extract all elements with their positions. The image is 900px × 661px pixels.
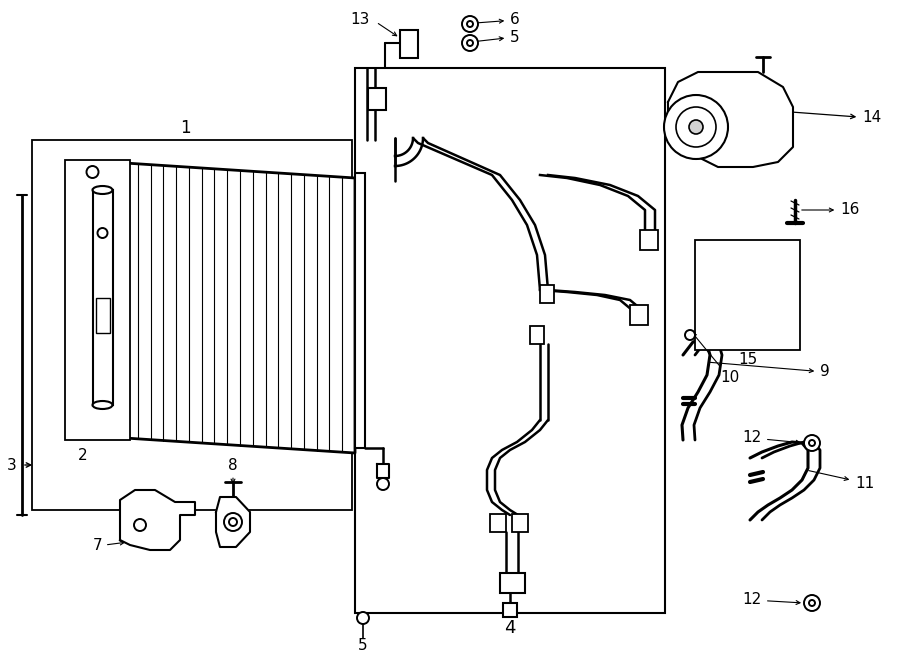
Text: 9: 9 (709, 362, 830, 379)
Ellipse shape (93, 401, 112, 409)
Text: 1: 1 (180, 119, 190, 137)
Text: 7: 7 (93, 539, 124, 553)
Circle shape (664, 95, 728, 159)
Text: 5: 5 (464, 30, 519, 44)
Bar (500, 573, 525, 593)
Text: 3: 3 (7, 457, 17, 473)
Bar (512, 514, 528, 532)
Text: 14: 14 (794, 110, 881, 126)
Circle shape (357, 612, 369, 624)
Bar (640, 230, 658, 250)
Bar (355, 173, 365, 448)
Bar (355, 68, 665, 613)
Bar (368, 88, 386, 110)
Bar (400, 30, 418, 58)
Circle shape (676, 107, 716, 147)
Circle shape (462, 35, 478, 51)
Circle shape (224, 513, 242, 531)
Bar (32, 140, 352, 510)
Circle shape (467, 40, 473, 46)
Circle shape (804, 435, 820, 451)
Bar (540, 285, 554, 303)
Polygon shape (125, 163, 355, 453)
Bar (490, 514, 506, 532)
Text: 15: 15 (738, 352, 758, 368)
Circle shape (685, 330, 695, 340)
Bar (95, 297, 110, 332)
Text: 11: 11 (809, 471, 874, 490)
Ellipse shape (93, 186, 112, 194)
Bar (503, 603, 517, 617)
Bar (113, 168, 127, 438)
Circle shape (804, 595, 820, 611)
Text: 13: 13 (351, 13, 370, 28)
Bar (93, 190, 112, 405)
Circle shape (377, 478, 389, 490)
Circle shape (809, 600, 815, 606)
Polygon shape (377, 464, 389, 478)
Text: 5: 5 (358, 637, 368, 652)
Bar (630, 305, 648, 325)
Polygon shape (216, 497, 250, 547)
Text: 10: 10 (693, 333, 739, 385)
Text: 12: 12 (742, 430, 800, 446)
Text: 8: 8 (229, 457, 238, 483)
Bar (695, 240, 800, 350)
Circle shape (97, 228, 107, 238)
Text: 6: 6 (464, 13, 520, 28)
Circle shape (467, 21, 473, 27)
Circle shape (689, 120, 703, 134)
Text: 4: 4 (504, 619, 516, 637)
Bar (65, 160, 130, 440)
Circle shape (86, 166, 98, 178)
Text: 16: 16 (802, 202, 859, 217)
Polygon shape (120, 490, 195, 550)
Bar (530, 326, 544, 344)
Polygon shape (668, 72, 793, 167)
Circle shape (809, 440, 815, 446)
Circle shape (462, 16, 478, 32)
Text: 2: 2 (78, 447, 88, 463)
Text: 12: 12 (742, 592, 800, 607)
Circle shape (229, 518, 237, 526)
Circle shape (134, 519, 146, 531)
